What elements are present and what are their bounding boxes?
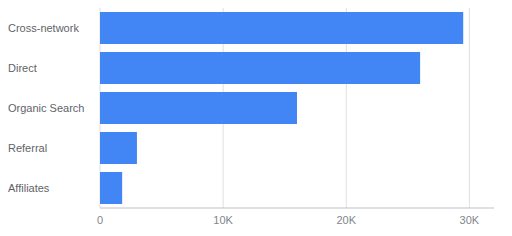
grid-line: [469, 8, 470, 208]
category-label: Direct: [8, 62, 37, 74]
x-ticks: 0 10K 20K 30K: [97, 214, 480, 226]
bar: [100, 12, 463, 44]
bars: [100, 12, 463, 204]
tick-label: 30K: [460, 214, 480, 226]
chart: 0 10K 20K 30K Cross-network Direct Organic Sea…: [0, 0, 512, 236]
chart-container: 0 10K 20K 30K Cross-network Direct Organic Sea…: [0, 0, 512, 236]
category-label: Cross-network: [8, 22, 79, 34]
category-label: Affiliates: [8, 182, 50, 194]
bar: [100, 132, 137, 164]
bar: [100, 172, 122, 204]
grid: [100, 8, 469, 208]
bar: [100, 92, 297, 124]
tick-label: 10K: [213, 214, 233, 226]
category-label: Referral: [8, 142, 47, 154]
tick-label: 20K: [336, 214, 356, 226]
category-label: Organic Search: [8, 102, 84, 114]
bar: [100, 52, 420, 84]
x-axis-line: [100, 208, 494, 209]
tick-label: 0: [97, 214, 103, 226]
y-labels: Cross-network Direct Organic Search Referra…: [8, 22, 84, 194]
